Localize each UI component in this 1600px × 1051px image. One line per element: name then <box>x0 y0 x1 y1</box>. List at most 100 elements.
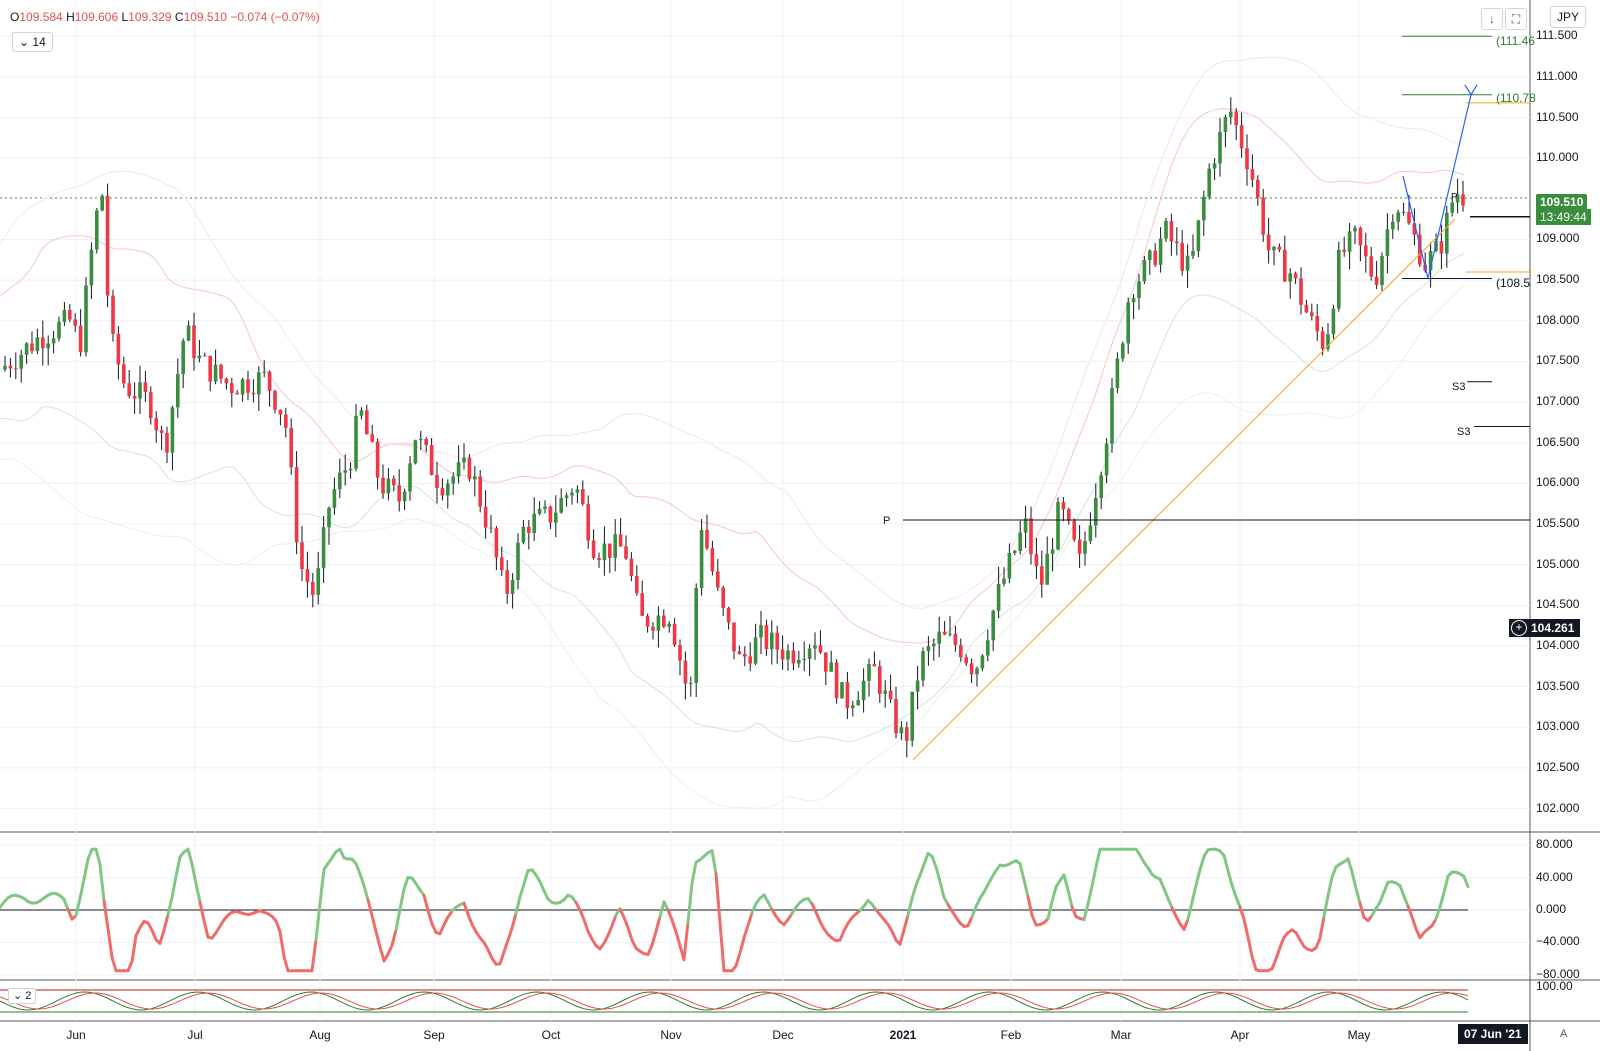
osc-segment <box>130 934 138 963</box>
candle-body <box>586 504 590 541</box>
currency-button[interactable]: JPY <box>1550 6 1586 28</box>
candle-body <box>95 210 99 250</box>
candle-body <box>559 498 563 513</box>
candle-body <box>1342 249 1346 252</box>
candle-body <box>948 633 952 635</box>
osc-tick-label: 80.000 <box>1536 837 1573 852</box>
fullscreen-icon: ⛶ <box>1511 12 1521 26</box>
candle-body <box>737 651 742 655</box>
ohlc-legend: O109.584 H109.606 L109.329 C109.510 −0.0… <box>10 10 320 24</box>
osc-segment <box>1234 895 1242 909</box>
candle-body <box>100 195 104 211</box>
price-tick-label: 110.500 <box>1536 109 1579 124</box>
candle-body <box>311 581 315 595</box>
lower-band <box>0 253 1465 743</box>
osc-segment <box>86 847 94 861</box>
osc-segment <box>1226 869 1234 887</box>
chevron-down-icon: ⌄ <box>19 35 30 49</box>
time-tick-label: 2021 <box>889 1028 917 1042</box>
candle-body <box>208 355 212 382</box>
candle-body <box>791 650 796 664</box>
candle-body <box>964 657 968 664</box>
osc-segment <box>666 908 674 922</box>
candle-body <box>1121 343 1125 359</box>
candle-body <box>1310 312 1314 317</box>
osc-segment <box>198 900 206 923</box>
price-tick-label: 108.000 <box>1536 312 1580 327</box>
time-tick-label: Aug <box>309 1028 331 1042</box>
candle-body <box>1407 211 1411 224</box>
time-tick-label: Jun <box>66 1028 86 1042</box>
current-date-tag: 07 Jun '21 <box>1458 1024 1528 1044</box>
candle-body <box>424 439 428 446</box>
osc-segment <box>362 884 370 902</box>
candle-body <box>937 631 941 644</box>
candle-body <box>969 663 974 675</box>
osc-segment <box>338 847 346 860</box>
price-tick-label: 105.500 <box>1536 516 1580 530</box>
candle-body <box>845 682 850 709</box>
pivot-s3-label-a: S3 <box>1452 381 1466 393</box>
candle-body <box>316 568 320 595</box>
candle-body <box>915 680 920 692</box>
osc-segment <box>74 896 82 918</box>
osc-segment <box>186 847 194 866</box>
osc-segment <box>718 921 726 973</box>
osc-segment <box>374 930 382 949</box>
upper-band-outer <box>0 56 1465 609</box>
osc-segment <box>1462 875 1470 889</box>
auto-scale-button[interactable]: A <box>1560 1028 1568 1040</box>
candle-body <box>834 662 839 699</box>
osc-segment <box>1090 865 1098 888</box>
plus-icon[interactable]: + <box>1511 620 1527 636</box>
osc-segment <box>658 900 666 919</box>
osc-segment <box>510 911 518 930</box>
osc-segment <box>890 929 898 942</box>
osc-segment <box>630 938 638 950</box>
candle-body <box>429 445 434 475</box>
candle-body <box>1450 202 1454 213</box>
osc-segment <box>654 915 662 933</box>
osc-segment <box>1026 895 1034 917</box>
time-tick-label: Jul <box>187 1028 203 1042</box>
candle-body <box>305 569 310 582</box>
candle-body <box>14 368 18 370</box>
candle-body <box>1126 302 1130 344</box>
indicator-chip[interactable]: ⌄ 14 <box>12 32 53 52</box>
candle-body <box>824 652 828 672</box>
candle-body <box>1320 331 1325 349</box>
candle-body <box>635 575 639 594</box>
osc-segment <box>1274 946 1282 961</box>
candle-body <box>770 632 774 650</box>
osc-segment <box>274 919 282 934</box>
candle-body <box>246 379 250 393</box>
candle-body <box>1180 243 1184 271</box>
scroll-down-button[interactable]: ↓ <box>1481 8 1503 30</box>
candle-body <box>289 427 293 468</box>
candle-body <box>240 379 245 395</box>
time-tick-label: Oct <box>541 1028 561 1042</box>
current-price-tag: 109.510 <box>1536 194 1588 210</box>
candle-body <box>1088 525 1093 542</box>
price-tick-label: 109.000 <box>1536 231 1580 246</box>
candle-body <box>224 378 229 384</box>
candle-body <box>1056 502 1060 550</box>
candle-body <box>408 463 412 492</box>
osc-segment <box>1278 935 1286 950</box>
osc-segment <box>522 868 530 886</box>
candle-body <box>181 340 185 375</box>
osc-segment <box>1410 915 1418 931</box>
candle-body <box>710 548 715 572</box>
candle-body <box>1110 388 1114 444</box>
candle-body <box>1326 334 1330 349</box>
indicator2-chip[interactable]: ⌄ 2 <box>8 988 37 1004</box>
fullscreen-button[interactable]: ⛶ <box>1505 8 1527 30</box>
down-arrow-icon: ↓ <box>1489 12 1495 26</box>
osc-segment <box>966 915 974 928</box>
osc-segment <box>78 877 86 900</box>
osc-segment <box>1346 857 1354 874</box>
candle-body <box>678 645 682 661</box>
candle-body <box>932 643 936 647</box>
